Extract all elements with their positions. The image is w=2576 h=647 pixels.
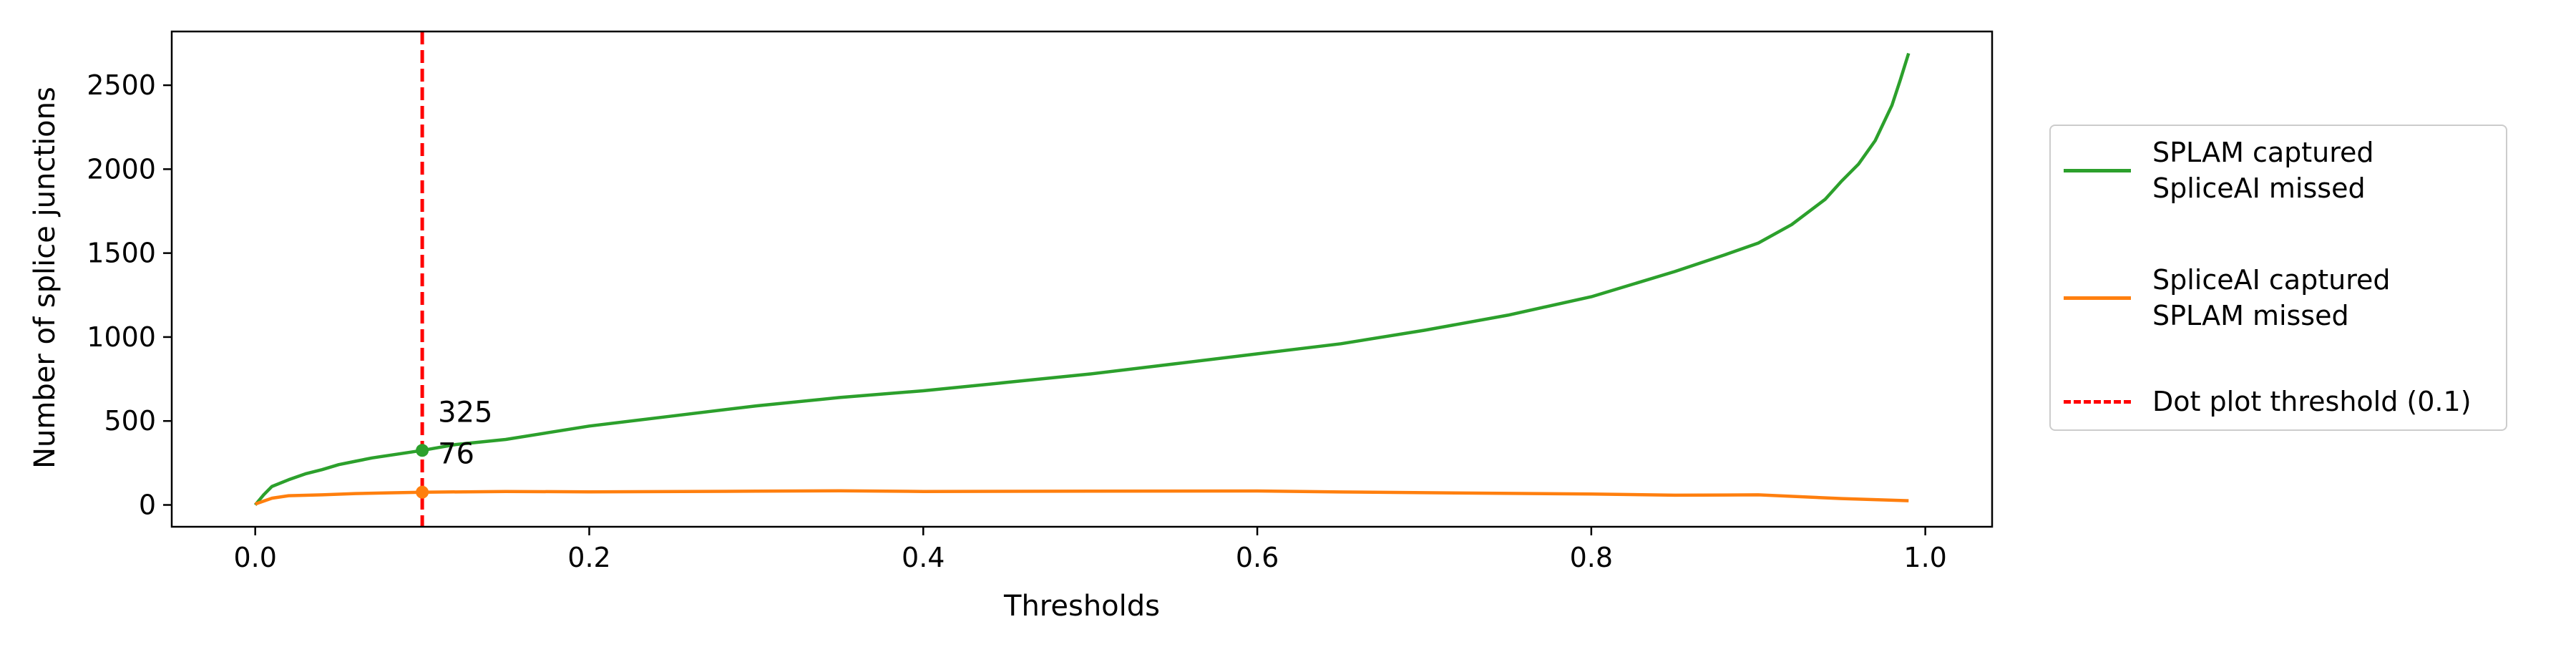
legend-label-spliceai: SpliceAI captured SPLAM missed <box>2152 264 2391 331</box>
annotation-label: 325 <box>438 396 492 429</box>
legend-label-threshold: Dot plot threshold (0.1) <box>2152 386 2472 417</box>
y-tick-label: 500 <box>104 405 156 437</box>
x-tick-label: 0.6 <box>1236 542 1279 573</box>
legend-swatch-orange <box>2064 296 2131 300</box>
y-tick-label: 2000 <box>87 153 156 185</box>
y-tick-label: 2500 <box>87 69 156 101</box>
legend-swatch-green <box>2064 168 2131 172</box>
x-tick-label: 0.4 <box>902 542 945 573</box>
x-tick-label: 0.8 <box>1570 542 1613 573</box>
x-tick-label: 0.2 <box>567 542 610 573</box>
y-tick-label: 0 <box>139 490 156 521</box>
x-tick-label: 1.0 <box>1903 542 1946 573</box>
y-tick-label: 1000 <box>87 321 156 353</box>
plot-frame <box>170 30 1994 528</box>
legend: SPLAM captured SpliceAI missed SpliceAI … <box>2049 125 2507 431</box>
series-line-splam <box>253 52 1911 506</box>
annotation-label: 76 <box>438 438 474 471</box>
x-axis-label: Thresholds <box>1003 590 1160 623</box>
series-line-spliceai <box>254 489 1909 506</box>
y-axis-label: Number of splice junctions <box>29 87 62 469</box>
legend-swatch-red-dashed <box>2064 399 2131 404</box>
annotation-point <box>416 485 429 499</box>
annotation-point <box>416 444 429 457</box>
y-tick-label: 1500 <box>87 238 156 269</box>
legend-entry-threshold: Dot plot threshold (0.1) <box>2064 384 2472 419</box>
legend-entry-splam: SPLAM captured SpliceAI missed <box>2064 135 2374 206</box>
legend-entry-spliceai: SpliceAI captured SPLAM missed <box>2064 262 2390 334</box>
x-tick-label: 0.0 <box>233 542 276 573</box>
legend-label-splam: SPLAM captured SpliceAI missed <box>2152 137 2374 204</box>
